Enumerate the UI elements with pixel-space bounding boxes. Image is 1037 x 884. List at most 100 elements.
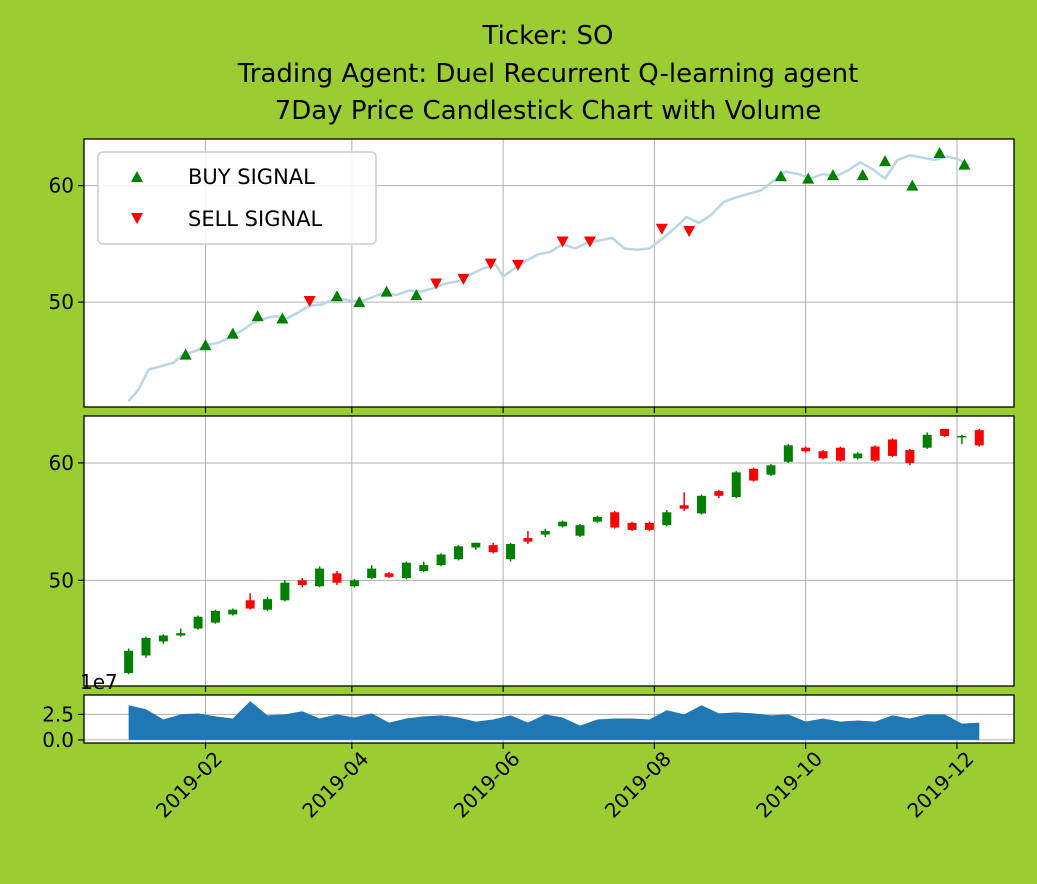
sell-signal-marker [512, 259, 524, 271]
candle-body [766, 465, 776, 475]
volume-offset-label: 1e7 [80, 670, 118, 694]
x-tick-label: 2019-06 [449, 747, 525, 823]
candle-body [575, 525, 585, 536]
axes-frame [83, 138, 1015, 408]
title-line-2: Trading Agent: Duel Recurrent Q-learning… [237, 59, 859, 89]
grid-lines [84, 416, 1014, 686]
candle-body [818, 451, 828, 459]
buy-signal-marker [906, 179, 919, 191]
title-line-1: Ticker: SO [482, 21, 614, 51]
legend: BUY SIGNAL SELL SIGNAL [97, 151, 377, 245]
legend-buy-label: BUY SIGNAL [188, 165, 315, 189]
chart-title: Ticker: SO Trading Agent: Duel Recurrent… [237, 21, 859, 126]
candle-body [193, 616, 203, 629]
candle-body [974, 430, 984, 446]
candlestick-panel: 50 60 [49, 415, 1015, 687]
candle-body [280, 582, 290, 601]
candle-body [436, 554, 446, 566]
buy-signal-marker [879, 155, 892, 167]
candle-body [315, 568, 325, 587]
buy-signal-marker [353, 296, 366, 308]
candle-body [558, 521, 568, 527]
candle-body [453, 546, 463, 560]
buy-signal-marker [856, 169, 869, 181]
buy-signal-marker [774, 170, 787, 182]
y-tick-label: 50 [49, 290, 74, 314]
sell-signal-marker [583, 236, 596, 248]
candle-body [610, 512, 620, 528]
buy-signal-marker [380, 285, 393, 297]
buy-signal-marker [276, 312, 289, 324]
x-tick-label: 2019-10 [751, 747, 827, 823]
candle-body [662, 512, 672, 526]
candle-body [158, 635, 168, 642]
buy-signal-marker [802, 172, 815, 184]
candle-body [783, 445, 793, 462]
buy-signal-marker [958, 158, 971, 170]
candle-body [297, 580, 307, 586]
candle-body [731, 472, 741, 497]
y-tick-label: 60 [49, 174, 74, 198]
axes-frame [83, 694, 1015, 744]
sell-signal-marker [556, 236, 569, 248]
sell-signal-marker [683, 226, 696, 238]
sell-signal-marker [430, 278, 443, 290]
x-tick-label: 2019-04 [297, 747, 373, 823]
buy-signal-marker [826, 169, 839, 181]
y-tick-label: 60 [49, 451, 74, 475]
buy-signal-marker [199, 339, 212, 351]
legend-sell-label: SELL SIGNAL [188, 207, 323, 231]
candle-body [471, 542, 481, 548]
candle-body [540, 531, 550, 535]
sell-signal-marker [484, 258, 497, 270]
candle-body [853, 453, 863, 459]
y-tick-label: 0.0 [42, 728, 74, 752]
legend-box [97, 151, 377, 245]
candle-body [228, 609, 238, 615]
candle-body [384, 573, 394, 577]
candle-body [523, 538, 533, 542]
candle-body [697, 495, 707, 514]
sell-signal-marker-icon [131, 213, 143, 224]
buy-signal-marker [251, 310, 264, 322]
x-tick-label: 2019-08 [600, 747, 676, 823]
sell-signal-marker [655, 223, 668, 235]
buy-signal-marker [179, 348, 192, 360]
plot-area [84, 416, 1014, 686]
candle-body [905, 450, 915, 463]
buy-signal-marker [933, 146, 946, 158]
candle-body [644, 522, 654, 530]
candle-body [506, 543, 516, 560]
candle-body [887, 439, 897, 456]
candle-body [940, 428, 950, 436]
candle-body [627, 522, 637, 530]
candle-body [835, 447, 845, 461]
candle-body [210, 610, 220, 623]
x-tick-label: 2019-02 [151, 747, 227, 823]
candle-body [922, 434, 932, 448]
candle-body [141, 637, 151, 656]
buy-signal-marker-icon [131, 171, 143, 182]
candle-body [176, 633, 186, 636]
y-tick-label: 50 [49, 568, 74, 592]
title-line-3: 7Day Price Candlestick Chart with Volume [275, 96, 822, 126]
candle-body [263, 599, 273, 610]
candle-body [419, 565, 429, 571]
y-tick-label: 2.5 [42, 702, 74, 726]
candle-body [801, 447, 811, 452]
candle-body [714, 491, 724, 496]
candle-body [401, 562, 411, 578]
x-tick-label: 2019-12 [902, 747, 978, 823]
candle-body [870, 446, 880, 461]
candle-body [124, 650, 134, 674]
axes-frame [83, 415, 1015, 687]
candle-body [749, 468, 759, 481]
candle-body [592, 516, 602, 522]
buy-signal-marker [226, 327, 239, 339]
candle-body [679, 505, 689, 509]
candle-body [245, 600, 255, 609]
buy-signal-marker [410, 289, 423, 301]
candle-body [367, 568, 377, 578]
